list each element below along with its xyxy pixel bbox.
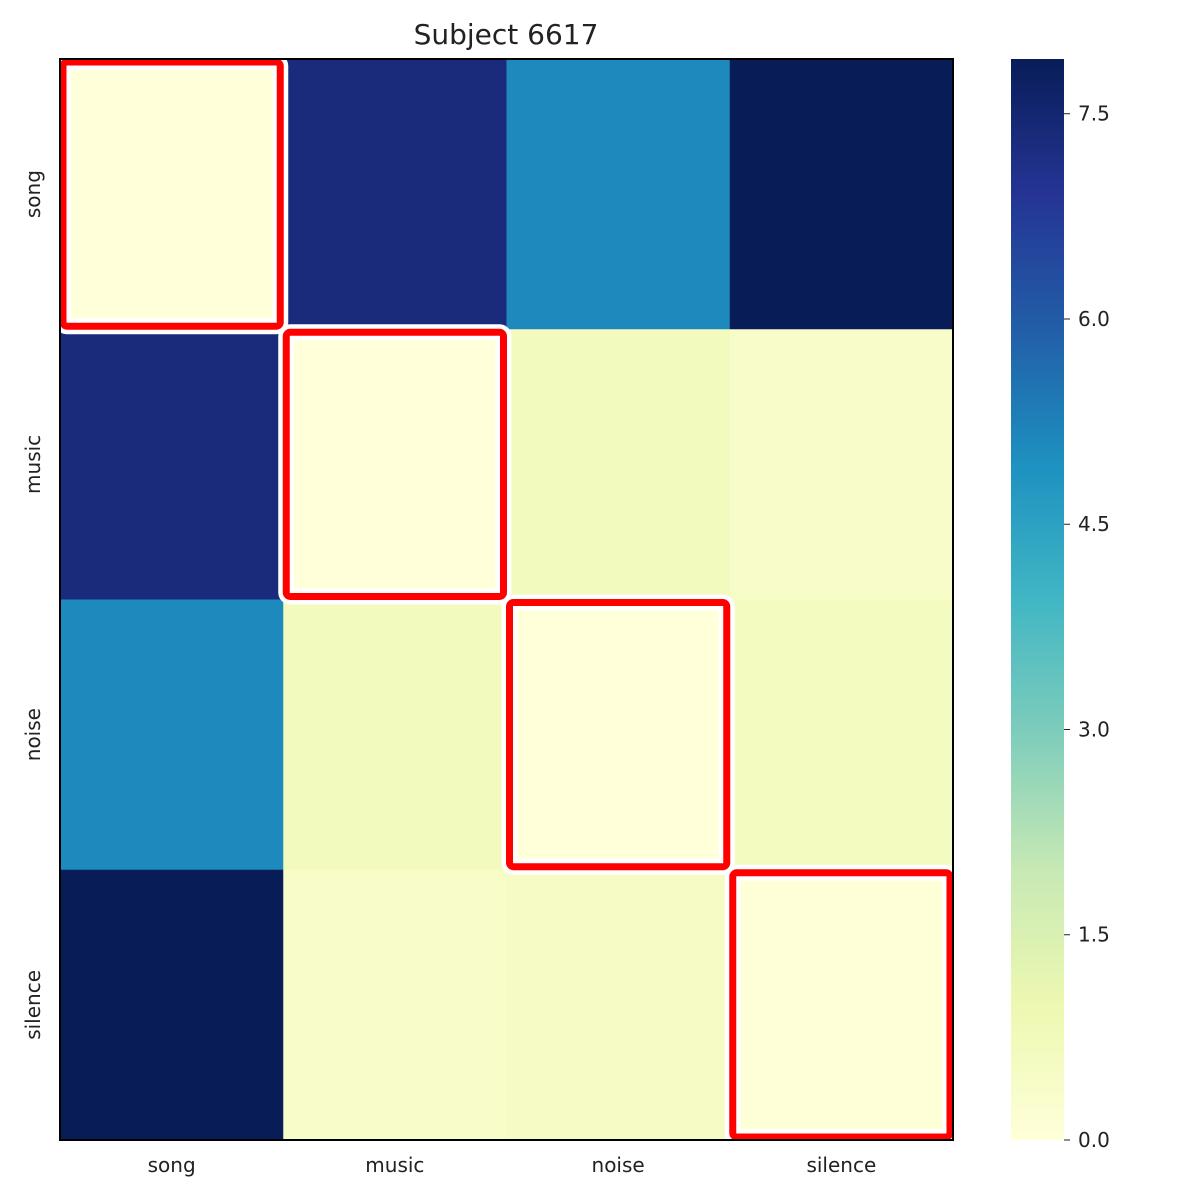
y-tick-label-music: music	[21, 435, 45, 494]
x-tick-label-noise: noise	[592, 1153, 645, 1177]
y-tick-labels: song music noise silence	[21, 170, 45, 1040]
plot-frame	[59, 58, 954, 1141]
colorbar-tick-label: 0.0	[1078, 1128, 1110, 1152]
x-tick-label-silence: silence	[806, 1153, 876, 1177]
heatmap-cell-2-1	[283, 599, 507, 871]
y-tick-label-noise: noise	[21, 708, 45, 761]
heatmap-cell-1-1	[283, 329, 507, 600]
heatmap-cell-3-0	[60, 869, 284, 1141]
x-tick-label-song: song	[148, 1153, 196, 1177]
heatmap-cell-0-3	[729, 59, 954, 330]
heatmap-cell-3-3	[729, 869, 954, 1141]
colorbar-tick-labels: 0.0 1.5 3.0 4.5 6.0 7.5	[1064, 102, 1110, 1152]
colorbar-tick-label: 4.5	[1078, 512, 1110, 536]
colorbar-tick-label: 6.0	[1078, 307, 1110, 331]
heatmap-cell-3-1	[283, 869, 507, 1141]
highlight-box-2	[506, 599, 731, 871]
heatmap-cell-2-0	[60, 599, 284, 871]
y-tick-label-silence: silence	[21, 970, 45, 1040]
colorbar-tick-label: 1.5	[1078, 923, 1110, 947]
colorbar	[1011, 59, 1064, 1140]
heatmap-cell-2-2	[506, 599, 731, 871]
heatmap-cell-3-2	[506, 869, 731, 1141]
heatmap-cell-0-2	[506, 59, 731, 330]
heatmap-cell-2-3	[729, 599, 954, 871]
chart-title: Subject 6617	[414, 18, 599, 51]
heatmap-cell-1-2	[506, 329, 731, 600]
colorbar-tick-label: 3.0	[1078, 717, 1110, 741]
heatmap-cells	[60, 59, 954, 1141]
heatmap-cell-1-0	[60, 329, 284, 600]
heatmap-cell-0-1	[283, 59, 507, 330]
heatmap-cell-1-3	[729, 329, 954, 600]
highlight-box-3	[729, 869, 954, 1141]
x-tick-labels: song music noise silence	[148, 1153, 877, 1177]
x-tick-label-music: music	[365, 1153, 424, 1177]
heatmap-cell-0-0	[60, 59, 284, 330]
highlight-box-1	[282, 328, 507, 600]
colorbar-tick-label: 7.5	[1078, 102, 1110, 126]
y-tick-label-song: song	[21, 170, 45, 218]
highlight-box-0	[59, 58, 284, 330]
highlight-boxes	[55, 54, 958, 1145]
